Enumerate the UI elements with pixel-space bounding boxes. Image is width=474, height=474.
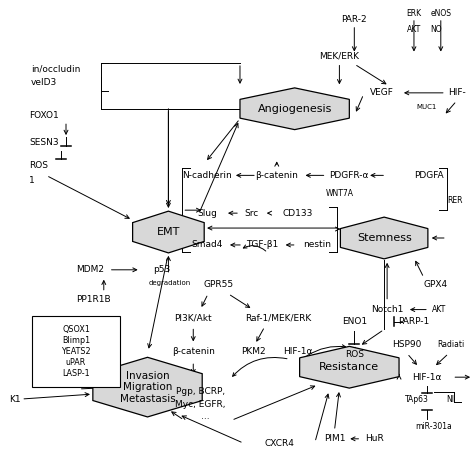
Text: ROS: ROS bbox=[29, 161, 48, 170]
Text: Slug: Slug bbox=[197, 209, 217, 218]
Text: MDM2: MDM2 bbox=[76, 265, 104, 274]
Text: degradation: degradation bbox=[148, 280, 191, 286]
Text: AKT: AKT bbox=[432, 305, 446, 314]
Polygon shape bbox=[340, 217, 428, 259]
Text: QSOX1
Blimp1
YEATS2
uPAR
LASP-1: QSOX1 Blimp1 YEATS2 uPAR LASP-1 bbox=[61, 325, 91, 378]
Text: PKM2: PKM2 bbox=[242, 347, 266, 356]
Text: NI: NI bbox=[447, 394, 455, 403]
Polygon shape bbox=[300, 346, 399, 388]
Text: velD3: velD3 bbox=[31, 78, 57, 87]
Text: Src: Src bbox=[245, 209, 259, 218]
Text: β-catenin: β-catenin bbox=[172, 347, 215, 356]
Text: TGF-β1: TGF-β1 bbox=[246, 240, 278, 249]
Text: eNOS: eNOS bbox=[430, 9, 451, 18]
Text: HIF-: HIF- bbox=[448, 88, 465, 97]
Text: PAR-2: PAR-2 bbox=[341, 15, 367, 24]
Text: nestin: nestin bbox=[303, 240, 331, 249]
Text: Smad4: Smad4 bbox=[191, 240, 223, 249]
Text: 1: 1 bbox=[29, 176, 35, 185]
Text: CD133: CD133 bbox=[283, 209, 313, 218]
Text: MEK/ERK: MEK/ERK bbox=[319, 52, 359, 61]
Text: TAp63: TAp63 bbox=[405, 394, 429, 403]
Text: in/occludin: in/occludin bbox=[31, 64, 81, 73]
Text: PDGFR-α: PDGFR-α bbox=[329, 171, 369, 180]
FancyBboxPatch shape bbox=[32, 316, 120, 387]
Text: miR-301a: miR-301a bbox=[416, 422, 452, 431]
Text: PDGFA: PDGFA bbox=[414, 171, 444, 180]
Text: Angiogenesis: Angiogenesis bbox=[257, 104, 332, 114]
Text: FOXO1: FOXO1 bbox=[29, 111, 59, 120]
Text: AKT: AKT bbox=[407, 25, 421, 34]
Text: SESN3: SESN3 bbox=[29, 138, 59, 147]
Text: PARP-1: PARP-1 bbox=[398, 317, 429, 326]
Text: GPX4: GPX4 bbox=[424, 280, 448, 289]
Text: ROS: ROS bbox=[345, 350, 364, 359]
Text: CXCR4: CXCR4 bbox=[265, 439, 295, 448]
Text: GPR55: GPR55 bbox=[203, 280, 233, 289]
Text: RER: RER bbox=[447, 196, 463, 205]
Text: β-catenin: β-catenin bbox=[255, 171, 298, 180]
Text: VEGF: VEGF bbox=[370, 88, 394, 97]
Polygon shape bbox=[240, 88, 349, 129]
Text: PI3K/Akt: PI3K/Akt bbox=[174, 313, 212, 322]
Text: MUC1: MUC1 bbox=[417, 104, 437, 110]
Text: ENO1: ENO1 bbox=[342, 317, 367, 326]
Text: ...: ... bbox=[201, 412, 210, 421]
Text: HSP90: HSP90 bbox=[392, 340, 422, 349]
Polygon shape bbox=[93, 357, 202, 417]
Text: N-cadherin: N-cadherin bbox=[182, 171, 232, 180]
Text: Notch1: Notch1 bbox=[371, 305, 403, 314]
Text: ERK: ERK bbox=[406, 9, 421, 18]
Text: Stemness: Stemness bbox=[357, 233, 411, 243]
Text: Pgp, BCRP,: Pgp, BCRP, bbox=[176, 387, 225, 396]
Polygon shape bbox=[133, 211, 204, 253]
Text: Radiati: Radiati bbox=[437, 340, 465, 349]
Text: K1: K1 bbox=[9, 394, 21, 403]
Text: WNT7A: WNT7A bbox=[325, 189, 354, 198]
Text: Resistance: Resistance bbox=[319, 362, 379, 372]
Text: HuR: HuR bbox=[365, 434, 383, 443]
Text: HIF-1α: HIF-1α bbox=[412, 373, 442, 382]
Text: HIF-1α: HIF-1α bbox=[283, 347, 312, 356]
Text: PIM1: PIM1 bbox=[324, 434, 345, 443]
Text: Invasion
Migration
Metastasis: Invasion Migration Metastasis bbox=[119, 371, 175, 404]
Text: EMT: EMT bbox=[157, 227, 180, 237]
Text: p53: p53 bbox=[154, 265, 171, 274]
Text: NO: NO bbox=[430, 25, 442, 34]
Text: Myc, EGFR,: Myc, EGFR, bbox=[175, 400, 226, 409]
Text: Raf-1/MEK/ERK: Raf-1/MEK/ERK bbox=[245, 313, 311, 322]
Text: PP1R1B: PP1R1B bbox=[76, 295, 110, 304]
